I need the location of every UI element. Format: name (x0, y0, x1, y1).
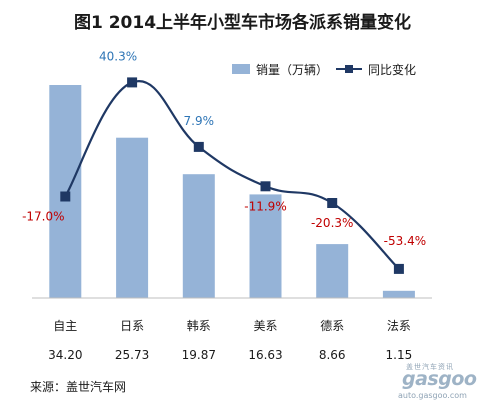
x-tick-label: 德系 (320, 318, 344, 333)
line-data-label: -53.4% (384, 234, 426, 248)
line-point-marker (127, 77, 138, 88)
line-point-marker (60, 191, 71, 202)
legend-swatch-bar (232, 64, 250, 74)
bar-value-label: 34.20 (48, 348, 82, 362)
bar-value-label: 19.87 (182, 348, 216, 362)
line-series-path (64, 79, 400, 270)
line-point-marker (260, 181, 271, 192)
bar-value-label: 8.66 (319, 348, 346, 362)
bar-日系 (116, 137, 149, 298)
legend-label-bar: 销量（万辆） (256, 63, 328, 77)
watermark-logo: gasgoo (402, 368, 477, 390)
line-data-label: 7.9% (184, 114, 215, 128)
line-point-marker (393, 263, 404, 274)
chart-title: 图1 2014上半年小型车市场各派系销量变化 (73, 13, 412, 33)
line-data-label: -11.9% (244, 199, 286, 213)
watermark: 盖世汽车资讯 gasgoo auto.gasgoo.com (384, 362, 480, 402)
bar-德系 (316, 244, 349, 298)
bar-value-label: 25.73 (115, 348, 149, 362)
watermark-url: auto.gasgoo.com (398, 391, 467, 400)
bar-value-label: 16.63 (248, 348, 282, 362)
x-tick-label: 韩系 (187, 318, 211, 333)
bar-韩系 (182, 174, 215, 298)
legend-swatch-marker (345, 65, 353, 73)
bar-美系 (249, 194, 282, 298)
line-data-label: -20.3% (311, 216, 353, 230)
x-tick-label: 日系 (120, 319, 144, 333)
line-data-label: 40.3% (99, 49, 137, 63)
legend-label-line: 同比变化 (368, 62, 416, 77)
bar-法系 (382, 290, 415, 298)
line-data-label: -17.0% (22, 210, 64, 224)
x-tick-label: 法系 (387, 319, 411, 333)
x-tick-label: 自主 (53, 319, 77, 333)
bar-value-label: 1.15 (386, 348, 413, 362)
line-point-marker (193, 141, 204, 152)
source-note: 来源：盖世汽车网 (30, 380, 127, 394)
watermark-tagline: 盖世汽车资讯 (406, 363, 454, 371)
line-point-marker (327, 198, 338, 208)
x-tick-label: 美系 (253, 319, 277, 333)
